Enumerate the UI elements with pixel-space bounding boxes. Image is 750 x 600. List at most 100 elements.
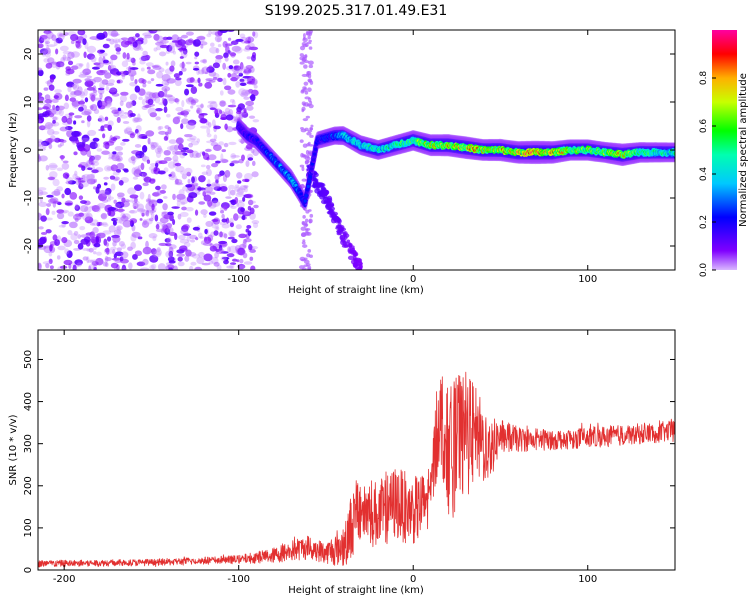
spectrogram-noise-blob <box>162 224 169 233</box>
spectrogram-noise-blob <box>105 247 110 255</box>
spectrogram-noise-blob <box>197 187 206 191</box>
spectrogram-noise-blob <box>129 100 134 108</box>
spectrogram-noise-blob <box>148 199 158 208</box>
spectrogram-noise-blob <box>163 135 169 141</box>
spectrogram-noise-blob <box>70 233 78 241</box>
spectrogram-noise-blob <box>93 76 102 83</box>
spectrogram-noise-blob <box>160 184 167 190</box>
spectrogram-noise-blob <box>93 242 101 248</box>
spectrogram-noise-blob <box>129 67 139 70</box>
spectrogram-noise-blob <box>49 265 54 270</box>
spectrogram-noise-blob <box>143 105 152 108</box>
spectrogram-noise-blob <box>66 81 75 88</box>
spectrogram-noise-blob <box>104 191 111 195</box>
spectrogram-noise-blob <box>172 154 179 162</box>
spectrogram-noise-blob <box>116 192 125 198</box>
spectrogram-noise-blob <box>101 150 110 155</box>
spectrogram-noise-blob <box>159 189 166 194</box>
spectrogram-noise-blob <box>54 239 61 246</box>
spectrogram-noise-blob <box>306 143 310 147</box>
spectrogram-noise-blob <box>74 203 79 210</box>
spectrogram-noise-blob <box>173 73 180 79</box>
spectrogram-noise-blob <box>73 230 79 236</box>
spectrogram-noise-blob <box>181 118 189 125</box>
spectrogram-noise-blob <box>231 258 238 262</box>
spectrogram-noise-blob <box>231 238 238 244</box>
spectrogram-noise-blob <box>235 81 241 88</box>
spectrogram-noise-blob <box>201 66 210 75</box>
spectrogram-noise-blob <box>189 135 197 141</box>
spectrogram-noise-blob <box>137 113 141 121</box>
spectrogram-noise-blob <box>245 228 250 233</box>
spectrogram-noise-blob <box>221 149 227 153</box>
spectrogram-noise-blob <box>197 77 201 84</box>
spectrogram-noise-blob <box>52 130 60 135</box>
spectrogram-noise-blob <box>170 60 176 67</box>
spectrogram-noise-blob <box>44 47 51 55</box>
spectrogram-noise-blob <box>180 170 185 175</box>
spectrogram-noise-blob <box>109 175 116 180</box>
spectrogram-noise-blob <box>242 75 251 79</box>
spectrogram-noise-blob <box>86 160 92 166</box>
spectrogram-noise-blob <box>185 84 194 88</box>
spectrogram-noise-blob <box>214 251 219 259</box>
spectrogram-noise-blob <box>62 172 70 179</box>
spectrogram-noise-blob <box>125 199 130 203</box>
spectrogram-noise-blob <box>219 231 223 238</box>
spectrogram-noise-blob <box>226 253 235 258</box>
spectrogram-noise-blob <box>66 56 71 62</box>
spectrogram-noise-blob <box>38 226 44 230</box>
spectrogram-noise-blob <box>117 195 123 200</box>
colorbar-gradient <box>712 30 737 270</box>
spectrogram-noise-blob <box>243 209 249 215</box>
spectrogram-noise-blob <box>67 121 73 125</box>
spectrogram-noise-blob <box>217 77 223 82</box>
spectrogram-noise-blob <box>45 229 52 234</box>
spectrogram-noise-blob <box>141 212 145 217</box>
spectrogram-noise-blob <box>160 39 169 44</box>
spectrogram-noise-blob <box>49 111 53 117</box>
spectrogram-noise-blob <box>133 117 143 123</box>
spectrogram-noise-blob <box>253 204 259 209</box>
spectrogram-noise-blob <box>83 88 88 97</box>
spectrogram-noise-blob <box>177 39 186 46</box>
spectrogram-noise-blob <box>57 105 65 111</box>
spectrogram-noise-blob <box>38 201 48 207</box>
spectrogram-noise-blob <box>92 227 99 234</box>
spectrogram-noise-blob <box>155 41 165 46</box>
spectrogram-noise-blob <box>61 115 68 123</box>
spectrogram-noise-blob <box>308 64 314 69</box>
spectrogram-noise-blob <box>95 204 102 213</box>
spectrogram-branch-blob <box>347 249 354 253</box>
spectrogram-noise-blob <box>214 174 220 181</box>
spectrogram-noise-blob <box>147 137 151 145</box>
spectrogram-noise-blob <box>79 205 89 213</box>
spectrogram-noise-blob <box>117 107 122 112</box>
spectrogram-noise-blob <box>116 226 122 235</box>
spectrogram-noise-blob <box>168 260 176 264</box>
spectrogram-noise-blob <box>63 102 70 110</box>
spectrogram-noise-blob <box>75 40 81 48</box>
spectrogram-noise-blob <box>206 104 214 109</box>
spectrogram-noise-blob <box>183 113 188 118</box>
spectrogram-noise-blob <box>108 65 115 70</box>
spectrogram-noise-blob <box>70 33 79 42</box>
spectrogram-noise-blob <box>145 240 149 249</box>
spectrogram-noise-blob <box>65 68 75 75</box>
spectrogram-noise-blob <box>103 248 113 255</box>
spectrogram-noise-blob <box>185 61 192 65</box>
spectrogram-noise-blob <box>209 46 219 54</box>
spectrogram-noise-blob <box>242 252 248 259</box>
spectrogram-noise-blob <box>220 256 227 261</box>
spectrogram-noise-blob <box>58 224 66 228</box>
snr-xtick-label: 100 <box>578 574 597 585</box>
spectrogram-noise-blob <box>252 222 259 229</box>
spectrogram-noise-blob <box>48 258 53 265</box>
spectrogram-noise-blob <box>73 239 80 245</box>
spectrogram-noise-blob <box>38 96 45 102</box>
spectrogram-noise-blob <box>87 129 97 137</box>
spectrogram-noise-blob <box>186 171 192 177</box>
spectrogram-noise-blob <box>230 262 237 265</box>
spectrogram-noise-blob <box>230 40 239 45</box>
snr-frame <box>37 329 676 571</box>
